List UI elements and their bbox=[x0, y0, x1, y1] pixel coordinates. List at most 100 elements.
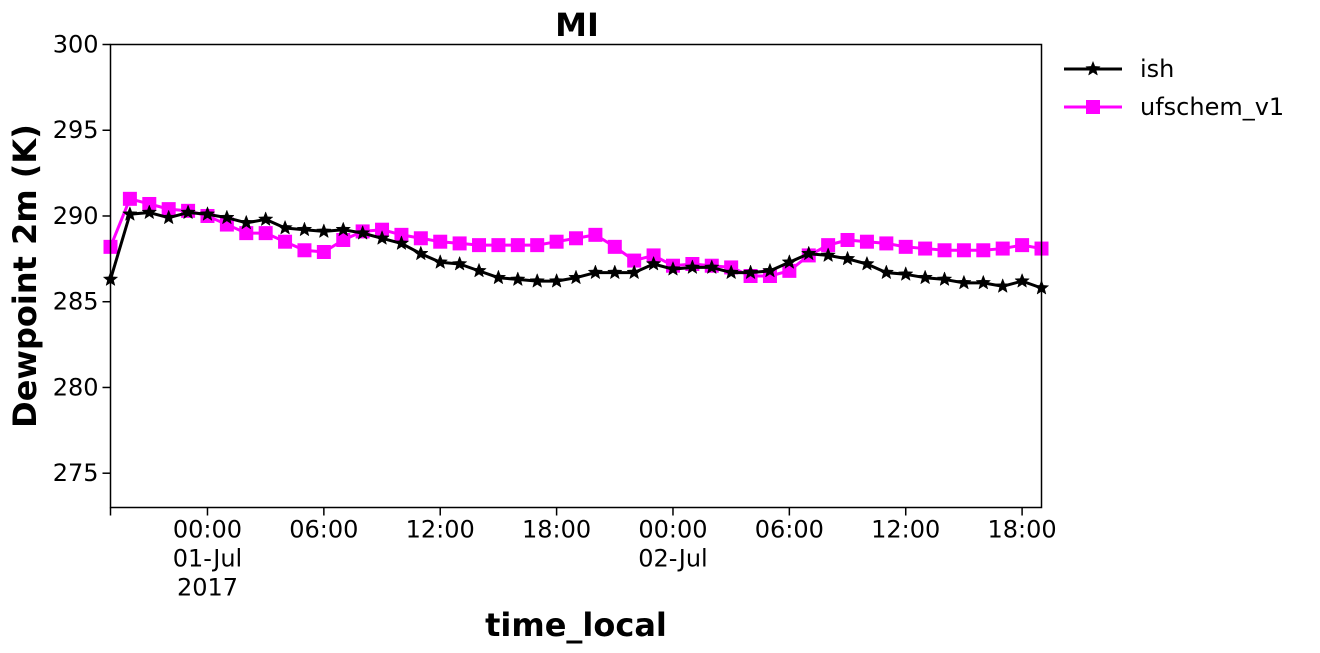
data-point-ish bbox=[180, 204, 196, 220]
y-tick-label: 300 bbox=[53, 31, 99, 59]
x-tick-label: 02-Jul bbox=[638, 545, 708, 573]
data-point-ish bbox=[994, 278, 1011, 293]
x-tick-label: 00:00 bbox=[173, 516, 242, 544]
data-point-ish bbox=[219, 209, 235, 225]
x-tick-label: 06:00 bbox=[289, 516, 358, 544]
data-point-ish bbox=[917, 269, 933, 285]
data-point-ufschem_v1 bbox=[976, 243, 991, 258]
data-point-ish bbox=[413, 245, 429, 261]
y-tick-label: 280 bbox=[53, 373, 99, 401]
data-point-ish bbox=[762, 262, 778, 278]
legend-item-ish: ish bbox=[1064, 55, 1174, 83]
data-point-ish bbox=[703, 259, 720, 275]
x-tick-label: 2017 bbox=[177, 574, 238, 602]
data-point-ish bbox=[490, 269, 507, 285]
data-point-ufschem_v1 bbox=[530, 238, 545, 253]
y-axis: 275 280 285 290 295 300 bbox=[53, 31, 111, 487]
legend-label: ish bbox=[1140, 55, 1174, 83]
y-axis-label: Dewpoint 2m (K) bbox=[6, 124, 44, 428]
x-tick-label: 18:00 bbox=[522, 516, 591, 544]
data-point-ish bbox=[742, 264, 759, 280]
y-tick-label: 290 bbox=[53, 202, 99, 230]
x-tick-label: 18:00 bbox=[988, 516, 1057, 544]
data-point-ish bbox=[587, 264, 604, 280]
data-point-ufschem_v1 bbox=[161, 202, 176, 217]
data-point-ish bbox=[510, 271, 526, 287]
legend-label: ufschem_v1 bbox=[1140, 93, 1284, 121]
data-point-ufschem_v1 bbox=[879, 236, 894, 251]
y-tick-label: 285 bbox=[53, 288, 99, 316]
data-point-ufschem_v1 bbox=[452, 236, 467, 251]
data-point-ish bbox=[160, 209, 177, 225]
data-point-ish bbox=[820, 247, 836, 263]
legend-item-ufschem_v1: ufschem_v1 bbox=[1064, 93, 1284, 121]
data-point-ufschem_v1 bbox=[588, 227, 603, 242]
data-point-ufschem_v1 bbox=[956, 243, 971, 258]
data-point-ufschem_v1 bbox=[627, 253, 642, 268]
data-point-ish bbox=[141, 204, 158, 220]
plot-frame bbox=[109, 43, 1043, 509]
data-point-ish bbox=[238, 214, 255, 230]
data-point-ish bbox=[296, 221, 313, 237]
legend-marker-square bbox=[1086, 100, 1100, 114]
x-axis-label: time_local bbox=[485, 606, 667, 644]
data-point-ufschem_v1 bbox=[510, 238, 525, 253]
data-point-ish bbox=[800, 245, 817, 261]
data-point-ufschem_v1 bbox=[1015, 238, 1030, 253]
data-point-ish bbox=[839, 250, 856, 266]
data-point-ish bbox=[626, 264, 642, 280]
data-point-ufschem_v1 bbox=[472, 238, 487, 253]
data-point-ufschem_v1 bbox=[278, 234, 293, 249]
data-point-ish bbox=[529, 272, 546, 288]
x-tick-label: 12:00 bbox=[406, 516, 475, 544]
data-point-ufschem_v1 bbox=[859, 234, 874, 249]
data-point-ufschem_v1 bbox=[258, 226, 273, 241]
data-point-ufschem_v1 bbox=[607, 239, 622, 254]
data-point-ish bbox=[374, 230, 390, 245]
data-point-ufschem_v1 bbox=[433, 234, 448, 249]
legend: ish ufschem_v1 bbox=[1064, 55, 1284, 121]
x-tick-label: 00:00 bbox=[638, 516, 707, 544]
legend-marker-star bbox=[1085, 60, 1101, 76]
data-point-ish bbox=[354, 224, 371, 240]
data-point-ish bbox=[471, 262, 487, 278]
data-point-ish bbox=[956, 274, 972, 290]
data-point-ish bbox=[665, 260, 681, 276]
data-point-ish bbox=[975, 274, 992, 290]
data-point-ufschem_v1 bbox=[569, 231, 583, 246]
data-point-ish bbox=[316, 223, 332, 239]
data-point-ish bbox=[122, 206, 138, 221]
data-point-ufschem_v1 bbox=[375, 222, 390, 237]
data-point-ufschem_v1 bbox=[297, 243, 312, 258]
data-point-ufschem_v1 bbox=[394, 227, 409, 242]
data-point-ish bbox=[606, 264, 623, 280]
data-point-ufschem_v1 bbox=[821, 238, 836, 253]
data-point-ufschem_v1 bbox=[336, 232, 351, 247]
data-point-ish bbox=[257, 211, 274, 227]
x-tick-label: 12:00 bbox=[871, 516, 940, 544]
y-tick-label: 275 bbox=[53, 459, 99, 487]
data-point-ish bbox=[645, 255, 662, 271]
x-tick-label: 01-Jul bbox=[173, 545, 243, 573]
data-point-ish bbox=[451, 255, 468, 271]
data-point-ish bbox=[936, 271, 953, 287]
data-point-ufschem_v1 bbox=[549, 234, 564, 249]
data-point-ish bbox=[548, 272, 565, 288]
data-point-ufschem_v1 bbox=[122, 191, 137, 206]
y-tick-label: 295 bbox=[53, 116, 99, 144]
data-point-ufschem_v1 bbox=[316, 244, 331, 259]
chart-title: MI bbox=[555, 6, 599, 44]
data-point-ish bbox=[859, 255, 875, 271]
data-point-ufschem_v1 bbox=[937, 243, 952, 258]
data-point-ufschem_v1 bbox=[918, 241, 933, 256]
data-point-ish bbox=[1014, 272, 1030, 288]
data-point-ish bbox=[684, 259, 701, 275]
data-point-ufschem_v1 bbox=[239, 226, 254, 241]
data-point-ufschem_v1 bbox=[646, 248, 661, 263]
data-point-ish bbox=[781, 254, 798, 269]
data-point-ish bbox=[335, 221, 352, 237]
data-point-ish bbox=[568, 269, 584, 285]
data-point-ish bbox=[199, 206, 216, 221]
